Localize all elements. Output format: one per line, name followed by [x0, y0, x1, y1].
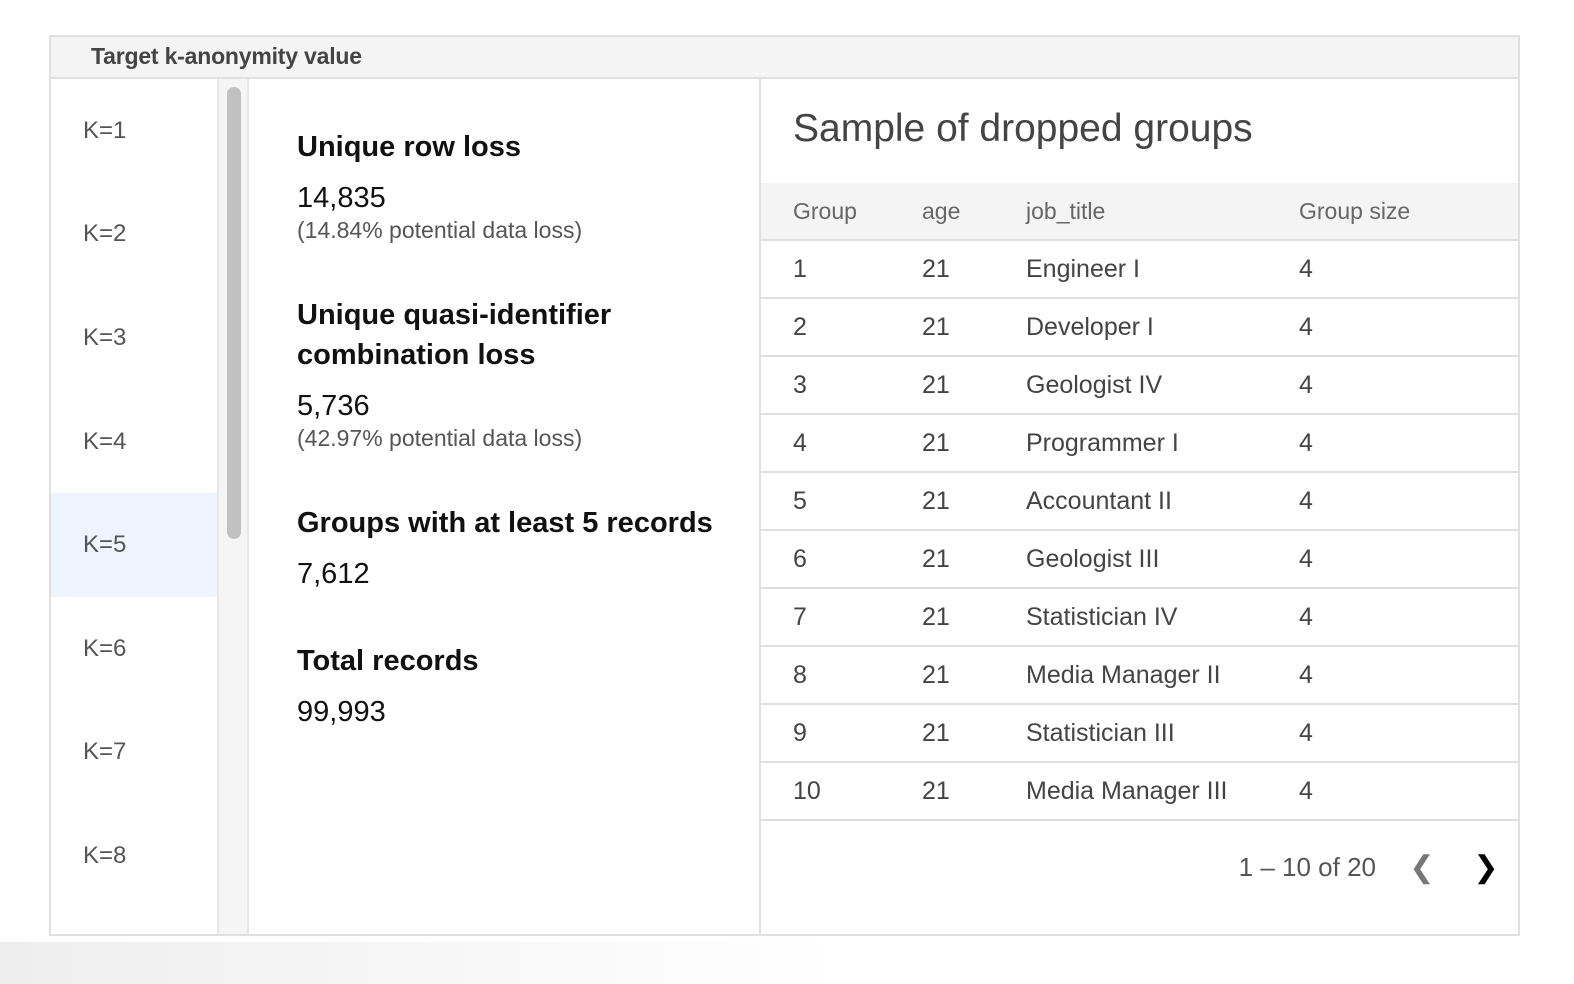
row-loss-value: 14,835 [297, 182, 386, 214]
cell-age: 21 [922, 414, 1026, 473]
k-anonymity-panel: Target k-anonymity value K=1 K=2 K=3 K=4 K=5… [49, 35, 1520, 936]
pagination: 1 – 10 of 20 ❮ ❯ [1239, 837, 1518, 897]
cell-group-size: 4 [1299, 298, 1518, 357]
cell-group: 1 [761, 240, 922, 299]
qi-loss-title: Unique quasi-identifier combination loss [297, 299, 612, 371]
col-group-size: Group size [1299, 183, 1518, 241]
k-option[interactable]: K=8 [83, 841, 127, 869]
table-row: 5 21 Accountant II 4 [761, 472, 1518, 531]
cell-age: 21 [922, 240, 1026, 299]
cell-job-title: Geologist III [1026, 530, 1299, 589]
cell-job-title: Programmer I [1026, 414, 1299, 473]
k-option[interactable]: K=4 [83, 427, 127, 455]
row-loss-sub: (14.84% potential data loss) [297, 217, 583, 243]
cell-job-title: Developer I [1026, 298, 1299, 357]
total-title: Total records [297, 645, 479, 677]
stats-panel: Unique row loss 14,835 (14.84% potential… [249, 79, 761, 934]
cell-job-title: Geologist IV [1026, 356, 1299, 415]
cell-job-title: Media Manager II [1026, 646, 1299, 705]
cell-group: 9 [761, 704, 922, 763]
cell-group-size: 4 [1299, 646, 1518, 705]
cell-age: 21 [922, 472, 1026, 531]
groups-value: 7,612 [297, 558, 370, 590]
cell-group: 7 [761, 588, 922, 647]
cell-group-size: 4 [1299, 240, 1518, 299]
cell-group-size: 4 [1299, 762, 1518, 821]
cell-group-size: 4 [1299, 472, 1518, 531]
cell-group: 4 [761, 414, 922, 473]
col-job-title: job_title [1026, 183, 1299, 241]
cell-group-size: 4 [1299, 530, 1518, 589]
cell-group: 3 [761, 356, 922, 415]
k-value-list: K=1 K=2 K=3 K=4 K=5 K=6 K=7 K=8 [51, 79, 219, 934]
cell-group-size: 4 [1299, 356, 1518, 415]
k-option[interactable]: K=5 [51, 493, 217, 597]
dropped-groups-table: Group age job_title Group size 1 21 Engine… [761, 183, 1518, 821]
cell-age: 21 [922, 704, 1026, 763]
total-value: 99,993 [297, 696, 386, 728]
table-row: 6 21 Geologist III 4 [761, 530, 1518, 589]
dropped-groups-panel: Sample of dropped groups Group age job_t… [761, 79, 1518, 934]
cell-age: 21 [922, 588, 1026, 647]
col-group: Group [761, 183, 922, 241]
table-row: 9 21 Statistician III 4 [761, 704, 1518, 763]
k-option[interactable]: K=2 [83, 220, 127, 248]
k-option[interactable]: K=3 [83, 323, 127, 351]
k-option[interactable]: K=7 [83, 738, 127, 766]
scrollbar-track[interactable] [219, 79, 249, 934]
qi-loss-value: 5,736 [297, 390, 370, 422]
cell-job-title: Engineer I [1026, 240, 1299, 299]
cell-group-size: 4 [1299, 414, 1518, 473]
table-row: 7 21 Statistician IV 4 [761, 588, 1518, 647]
table-header-row: Group age job_title Group size [761, 183, 1518, 241]
cell-group-size: 4 [1299, 704, 1518, 763]
chevron-left-icon[interactable]: ❮ [1409, 850, 1435, 884]
table-row: 3 21 Geologist IV 4 [761, 356, 1518, 415]
pagination-range: 1 – 10 of 20 [1238, 851, 1376, 882]
cell-group: 8 [761, 646, 922, 705]
qi-loss-sub: (42.97% potential data loss) [297, 425, 583, 451]
cell-group: 6 [761, 530, 922, 589]
k-option[interactable]: K=1 [83, 116, 127, 144]
cell-age: 21 [922, 298, 1026, 357]
scrollbar-thumb[interactable] [227, 87, 241, 539]
table-title: Sample of dropped groups [793, 107, 1253, 150]
k-option[interactable]: K=6 [83, 634, 127, 662]
cell-job-title: Statistician III [1026, 704, 1299, 763]
col-age: age [922, 183, 1026, 241]
row-loss-title: Unique row loss [297, 131, 521, 163]
cell-age: 21 [922, 356, 1026, 415]
cell-group: 2 [761, 298, 922, 357]
panel-header: Target k-anonymity value [51, 37, 1518, 79]
table-row: 8 21 Media Manager II 4 [761, 646, 1518, 705]
cell-group-size: 4 [1299, 588, 1518, 647]
cell-age: 21 [922, 762, 1026, 821]
cell-group: 10 [761, 762, 922, 821]
cell-job-title: Statistician IV [1026, 588, 1299, 647]
chevron-right-icon[interactable]: ❯ [1473, 850, 1499, 884]
bottom-shadow [0, 942, 840, 984]
table-row: 10 21 Media Manager III 4 [761, 762, 1518, 821]
cell-age: 21 [922, 646, 1026, 705]
cell-job-title: Media Manager III [1026, 762, 1299, 821]
groups-title: Groups with at least 5 records [297, 507, 713, 539]
cell-group: 5 [761, 472, 922, 531]
cell-job-title: Accountant II [1026, 472, 1299, 531]
cell-age: 21 [922, 530, 1026, 589]
